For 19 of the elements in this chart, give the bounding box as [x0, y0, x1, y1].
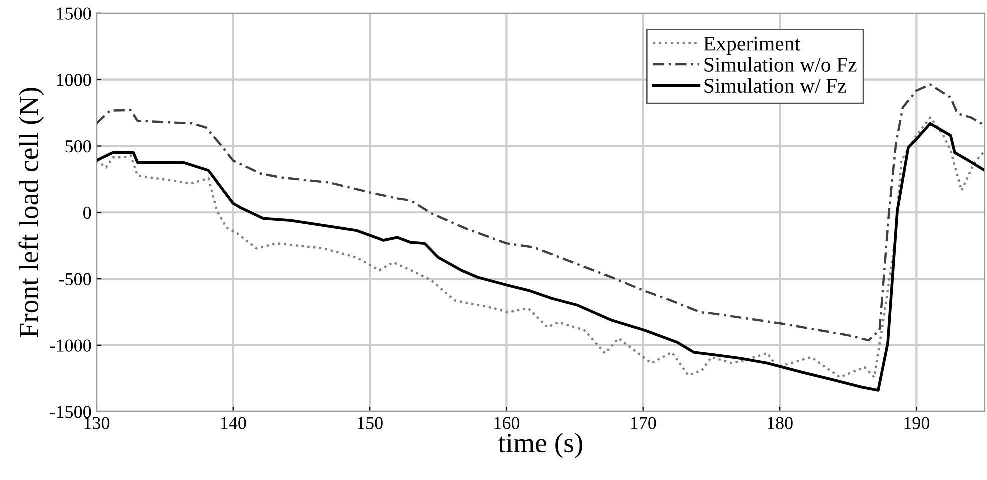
x-tick-label: 180: [768, 417, 793, 430]
x-axis-title: time (s): [498, 433, 582, 458]
y-tick-label: -1000: [50, 340, 92, 352]
y-tick-label: -500: [59, 273, 92, 286]
legend-label: Simulation w/ Fz: [704, 78, 846, 94]
y-tick-label: 1500: [57, 8, 92, 20]
y-axis-title: Front left load cell (N): [18, 88, 44, 338]
x-tick-label: 190: [904, 417, 930, 430]
y-tick-label: -1500: [50, 406, 92, 418]
y-tick-label: 1000: [57, 74, 92, 86]
x-tick-label: 170: [631, 417, 656, 430]
x-tick-label: 140: [221, 417, 246, 430]
x-tick-label: 130: [84, 417, 110, 430]
y-tick-label: 0: [84, 206, 92, 220]
legend-label: Experiment: [704, 36, 800, 56]
x-tick-label: 160: [494, 417, 520, 430]
x-tick-label: 150: [358, 417, 383, 430]
legend-label: Simulation w/o Fz: [704, 57, 857, 72]
y-tick-label: 500: [66, 140, 92, 153]
